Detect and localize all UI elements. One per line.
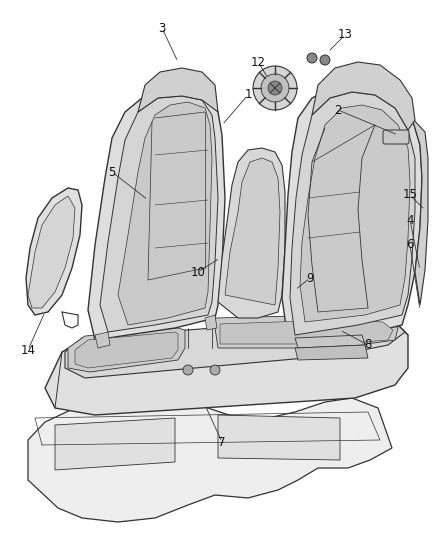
Polygon shape [295,335,365,348]
Polygon shape [95,332,110,348]
Circle shape [320,55,330,65]
Polygon shape [300,105,410,322]
Polygon shape [28,196,75,308]
Polygon shape [88,92,225,340]
Text: 6: 6 [406,238,414,252]
Polygon shape [215,315,398,348]
Text: 15: 15 [403,189,417,201]
Polygon shape [295,345,368,360]
Polygon shape [65,318,405,378]
Circle shape [253,66,297,110]
Polygon shape [26,188,82,315]
Polygon shape [100,96,218,332]
Polygon shape [68,328,185,372]
Text: 7: 7 [218,435,226,448]
Polygon shape [28,395,392,522]
Polygon shape [55,418,175,470]
Polygon shape [75,332,178,368]
Text: 13: 13 [338,28,353,42]
Polygon shape [290,92,415,335]
FancyBboxPatch shape [383,130,409,144]
Polygon shape [312,62,415,130]
Polygon shape [220,320,393,344]
Text: 3: 3 [158,21,166,35]
Polygon shape [205,315,217,330]
Circle shape [268,81,282,95]
Circle shape [210,365,220,375]
Text: 2: 2 [334,103,342,117]
Polygon shape [412,118,428,305]
Circle shape [261,74,289,102]
Polygon shape [118,102,212,325]
Text: 1: 1 [244,88,252,101]
Polygon shape [218,148,285,318]
Polygon shape [138,68,218,112]
Text: 9: 9 [306,271,314,285]
Text: 8: 8 [364,338,372,351]
Circle shape [307,53,317,63]
Text: 10: 10 [191,265,205,279]
Polygon shape [218,415,340,460]
Text: 4: 4 [406,214,414,227]
Text: 12: 12 [251,55,265,69]
Polygon shape [45,320,408,415]
Polygon shape [225,158,280,305]
Circle shape [183,365,193,375]
Text: 5: 5 [108,166,116,179]
Polygon shape [282,85,422,340]
Text: 14: 14 [21,343,35,357]
